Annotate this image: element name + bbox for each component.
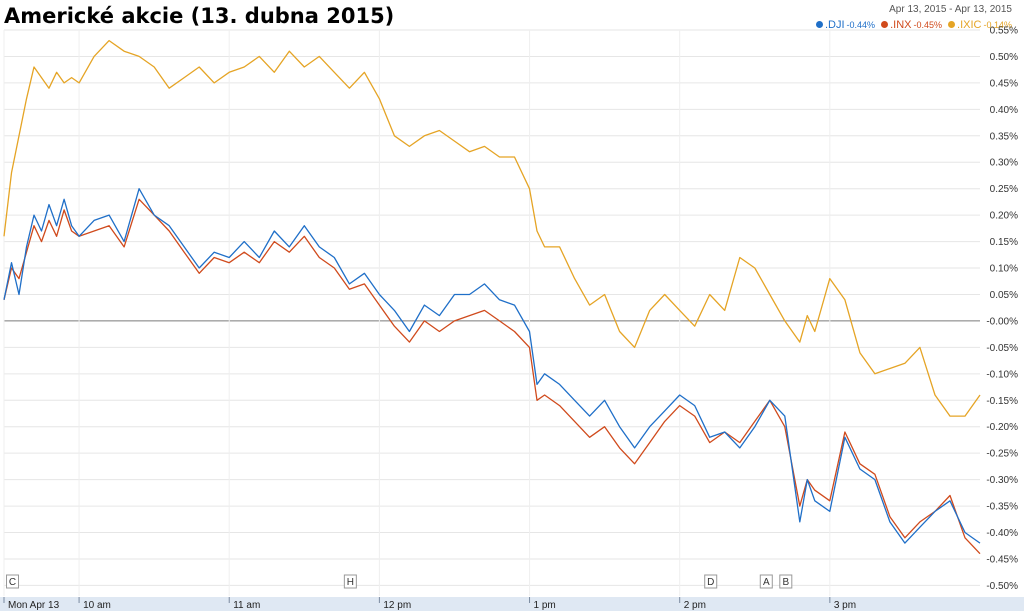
legend-change: -0.45% — [913, 20, 943, 30]
x-tick-label: 11 am — [233, 600, 260, 611]
legend-item-ixic[interactable]: .IXIC -0.14% — [948, 19, 1012, 31]
y-tick-label: -0.00% — [986, 316, 1018, 327]
y-tick-label: 0.50% — [990, 52, 1018, 63]
legend-dot-icon — [948, 21, 956, 28]
y-tick-label: 0.40% — [990, 105, 1018, 116]
x-tick-label: Mon Apr 13 — [8, 600, 60, 611]
y-tick-label: -0.35% — [986, 502, 1018, 513]
event-marker-a[interactable] — [759, 574, 773, 589]
legend: .DJI -0.44% .INX -0.45% .IXIC -0.14% — [810, 19, 1012, 31]
y-tick-label: 0.45% — [990, 78, 1018, 89]
x-axis-bar — [0, 597, 1024, 611]
y-tick-label: 0.10% — [990, 264, 1018, 275]
legend-change: -0.44% — [846, 20, 876, 30]
event-marker-c[interactable] — [6, 574, 20, 589]
y-tick-label: 0.05% — [990, 290, 1018, 301]
series-layer — [3, 39, 981, 555]
event-marker-h[interactable] — [343, 574, 357, 589]
legend-dot-icon — [881, 21, 889, 28]
y-tick-label: -0.25% — [986, 449, 1018, 460]
y-tick-label: -0.15% — [986, 396, 1018, 407]
chart-title: Americké akcie (13. dubna 2015) — [4, 4, 395, 28]
y-tick-label: -0.10% — [986, 369, 1018, 380]
legend-dot-icon — [815, 21, 823, 28]
y-tick-label: 0.15% — [990, 237, 1018, 248]
y-tick-label: 0.35% — [990, 131, 1018, 142]
x-tick-label: 3 pm — [834, 600, 856, 611]
date-range[interactable]: Apr 13, 2015 - Apr 13, 2015 — [889, 4, 1012, 15]
y-tick-label: -0.05% — [986, 343, 1018, 354]
event-marker-label: D — [707, 577, 714, 588]
y-tick-label: -0.45% — [986, 554, 1018, 565]
event-marker-b[interactable] — [779, 574, 793, 589]
y-tick-label: -0.20% — [986, 422, 1018, 433]
y-tick-label: -0.50% — [986, 581, 1018, 592]
legend-item-inx[interactable]: .INX -0.45% — [881, 19, 943, 31]
x-tick-label: 12 pm — [383, 600, 411, 611]
y-tick-label: 0.30% — [990, 158, 1018, 169]
event-marker-d[interactable] — [704, 574, 718, 589]
event-marker-label: H — [347, 577, 354, 588]
y-tick-label: 0.20% — [990, 211, 1018, 222]
series-line-inx — [3, 198, 981, 555]
grid — [3, 29, 980, 596]
legend-name: .INX — [890, 19, 912, 31]
y-axis: 0.55% 0.50% 0.45% 0.40% 0.35% 0.30% 0.25% 0.20%… — [986, 26, 1018, 592]
legend-name: .IXIC — [957, 19, 982, 31]
y-tick-label: -0.40% — [986, 528, 1018, 539]
y-tick-label: 0.55% — [990, 26, 1018, 37]
x-tick-label: 2 pm — [684, 600, 706, 611]
y-tick-label: -0.30% — [986, 475, 1018, 486]
series-line-ixic — [3, 39, 981, 417]
event-marker-label: C — [9, 577, 16, 588]
x-axis: Mon Apr 13 10 am 11 am 12 pm 1 pm 2 pm 3 pm — [0, 597, 1024, 611]
x-tick-label: 10 am — [83, 600, 111, 611]
y-tick-label: 0.25% — [990, 184, 1018, 195]
x-tick-label: 1 pm — [534, 600, 556, 611]
legend-change: -0.14% — [983, 20, 1012, 30]
event-marker-label: B — [782, 577, 789, 588]
series-line-dji — [3, 188, 981, 544]
legend-item-dji[interactable]: .DJI -0.44% — [815, 19, 876, 31]
legend-name: .DJI — [824, 19, 845, 31]
event-marker-label: A — [763, 577, 770, 588]
event-markers: C H BD A — [6, 574, 793, 589]
